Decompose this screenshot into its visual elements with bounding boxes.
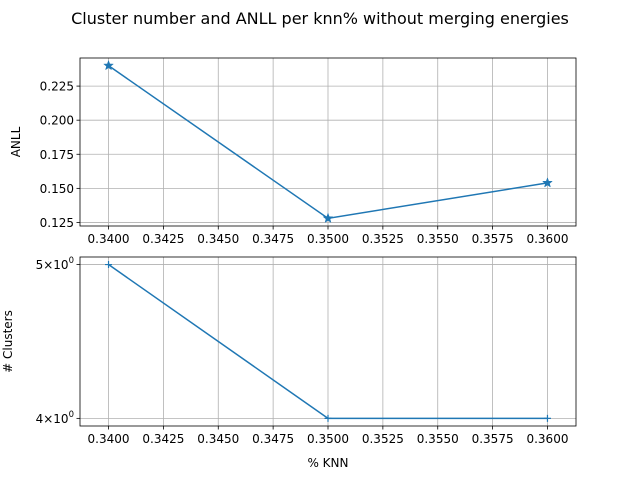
x-tick-label: 0.3475 (252, 432, 294, 446)
x-tick-label: 0.3575 (472, 432, 514, 446)
y-tick-label: 0.125 (40, 216, 74, 230)
data-point-plus (105, 261, 113, 269)
x-tick-label: 0.3425 (142, 232, 184, 246)
x-tick-label: 0.3425 (142, 432, 184, 446)
data-point-star (103, 59, 114, 71)
data-point-plus (324, 414, 332, 422)
x-tick-label: 0.3400 (88, 432, 130, 446)
x-tick-label: 0.3450 (197, 232, 239, 246)
x-tick-label: 0.3400 (88, 232, 130, 246)
x-axis-label: % KNN (307, 456, 348, 470)
y-axis-label: ANLL (9, 126, 23, 157)
clusters-subplot: 0.3400 0.3425 0.3450 0.3475 0.3500 0.3525 0.35… (1, 256, 577, 470)
x-tick-label: 0.3575 (472, 232, 514, 246)
y-tick-exponent: 0 (69, 256, 74, 266)
x-tick-label: 0.3525 (362, 432, 404, 446)
y-tick-label: 0.225 (40, 80, 74, 94)
data-point-plus (543, 414, 551, 422)
y-tick-mantissa: 4×10 (36, 412, 69, 426)
x-tick-label: 0.3450 (197, 432, 239, 446)
figure-title: Cluster number and ANLL per knn% without… (71, 9, 569, 28)
data-point-star (322, 212, 334, 223)
x-tick-label: 0.3475 (252, 232, 294, 246)
anll-subplot: 0.3400 0.3425 0.3450 0.3475 0.3500 0.3525 0.35… (9, 57, 577, 246)
y-tick-label: 5×100 (36, 256, 74, 272)
x-tick-label: 0.3500 (307, 432, 349, 446)
x-tick-label: 0.3500 (307, 232, 349, 246)
y-tick-mantissa: 5×10 (36, 258, 69, 272)
data-point-star (542, 177, 553, 188)
x-tick-label: 0.3550 (417, 232, 459, 246)
y-tick-label: 0.150 (40, 182, 74, 196)
y-tick-label: 0.175 (40, 148, 74, 162)
axes-frame (79, 256, 577, 427)
x-tick-label: 0.3550 (417, 432, 459, 446)
y-tick-exponent: 0 (69, 410, 74, 420)
y-axis-label: # Clusters (1, 310, 15, 373)
axes-frame (79, 57, 577, 227)
y-tick-label: 4×100 (36, 410, 74, 426)
x-tick-label: 0.3600 (526, 432, 568, 446)
x-tick-label: 0.3525 (362, 232, 404, 246)
y-tick-label: 0.200 (40, 114, 74, 128)
x-tick-label: 0.3600 (526, 232, 568, 246)
